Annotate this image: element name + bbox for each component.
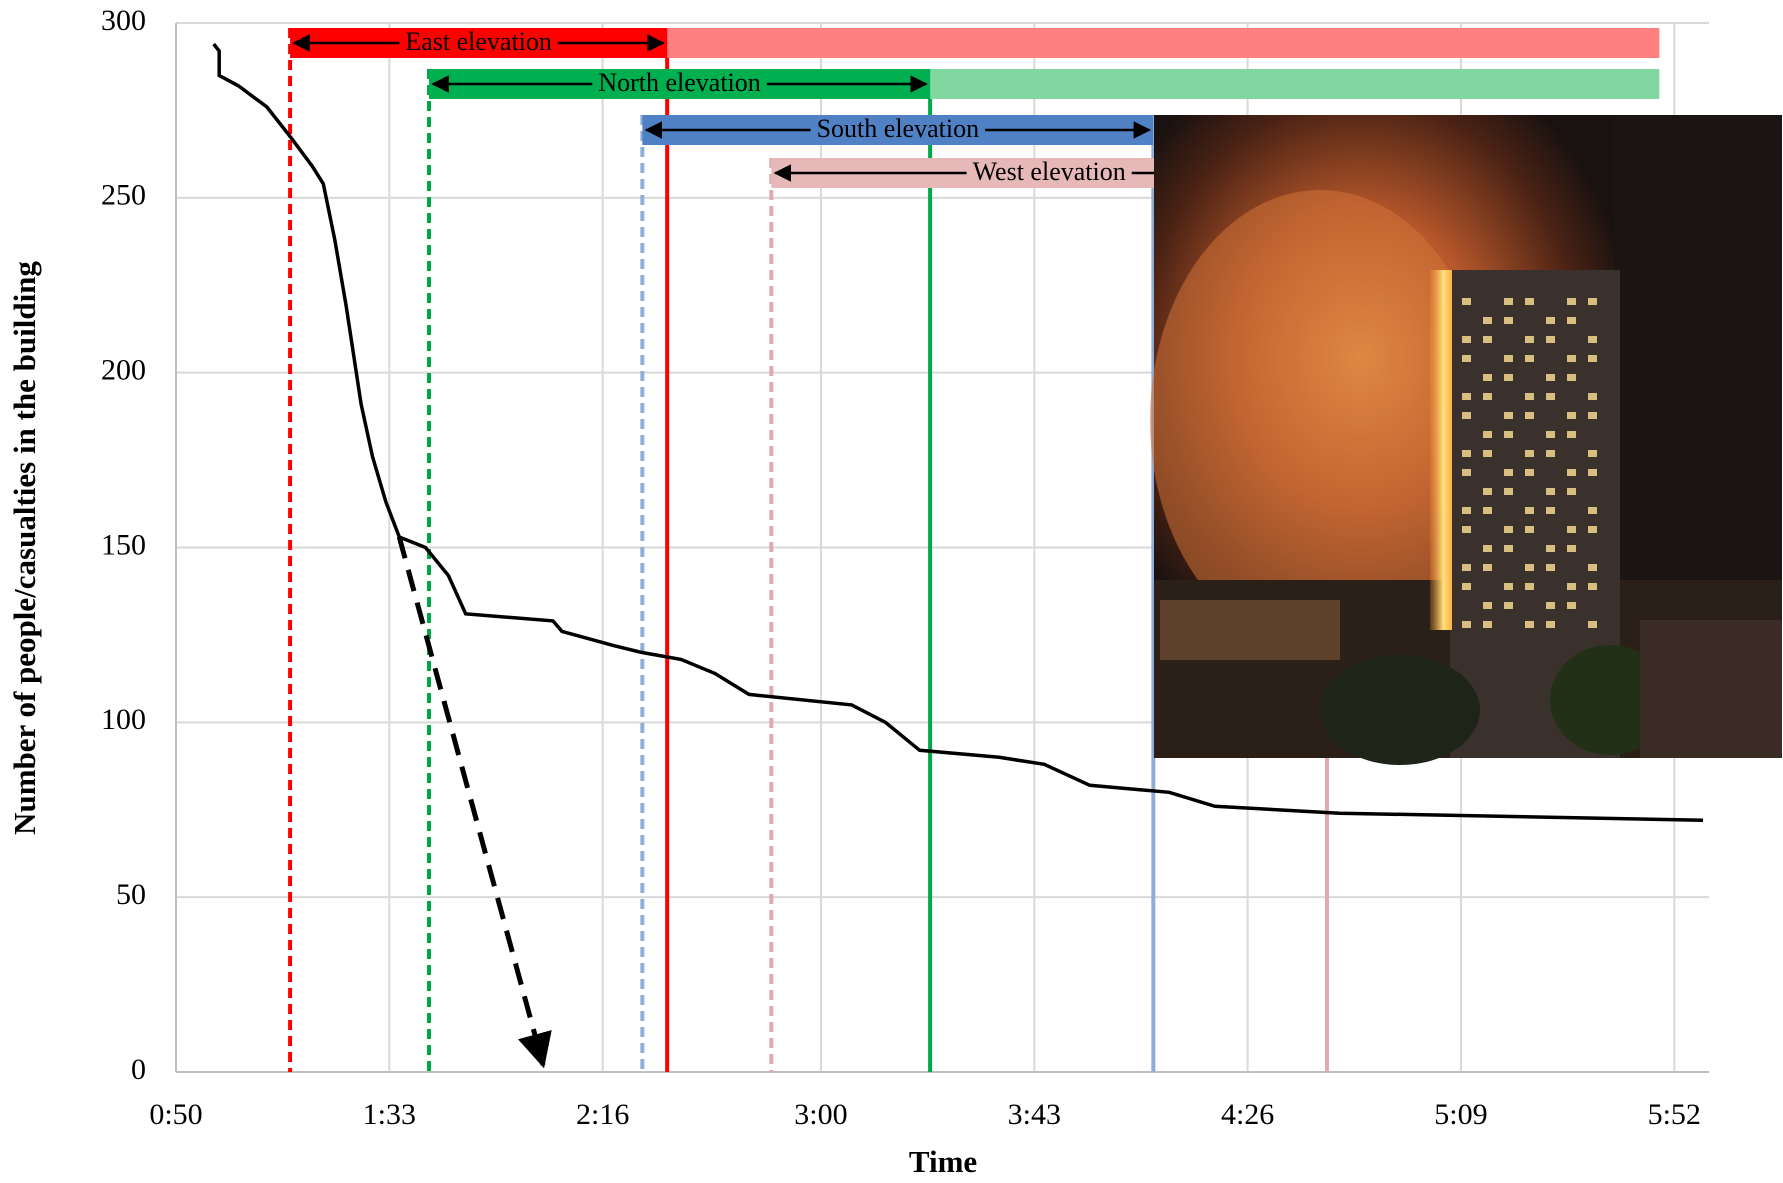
labels: 0 50 100 150 200 250 300 0:50 1:33 2:16 3:00 3:43 4:… [7,4,1701,1179]
x-axis-title: Time [909,1144,977,1179]
extent-bar [667,28,1660,58]
y-axis-title: Number of people/casualties in the build… [7,261,42,835]
x-tick-label: 5:52 [1648,1098,1701,1131]
x-tick-label: 4:26 [1221,1098,1274,1131]
y-tick-label: 100 [101,703,146,736]
elevation-label-bg [399,30,558,56]
line-series [212,42,1704,822]
elevation-label-bg [966,160,1132,186]
elevation-label-bg [810,117,986,143]
x-tick-label: 3:00 [794,1098,847,1131]
elevation-label: South elevation [817,114,979,143]
x-tick-label: 3:43 [1008,1098,1061,1131]
x-tick-label: 1:33 [363,1098,416,1131]
x-tick-label: 0:50 [149,1098,202,1131]
y-tick-label: 0 [131,1053,146,1086]
projection-arrow [396,536,552,1069]
y-tick-label: 250 [101,179,146,212]
y-tick-label: 150 [101,528,146,561]
marks [212,28,1704,1072]
y-tick-label: 50 [116,878,146,911]
photo-inset [1150,115,1782,765]
y-tick-label: 300 [101,4,146,37]
elevation-label: West elevation [973,157,1126,186]
extent-bar [930,69,1660,99]
elevation-label-bg [592,71,767,97]
x-tick-label: 5:09 [1434,1098,1487,1131]
elevation-label: East elevation [405,27,552,56]
y-tick-label: 200 [101,354,146,387]
elevation-label: North elevation [598,68,760,97]
x-tick-label: 2:16 [576,1098,629,1131]
